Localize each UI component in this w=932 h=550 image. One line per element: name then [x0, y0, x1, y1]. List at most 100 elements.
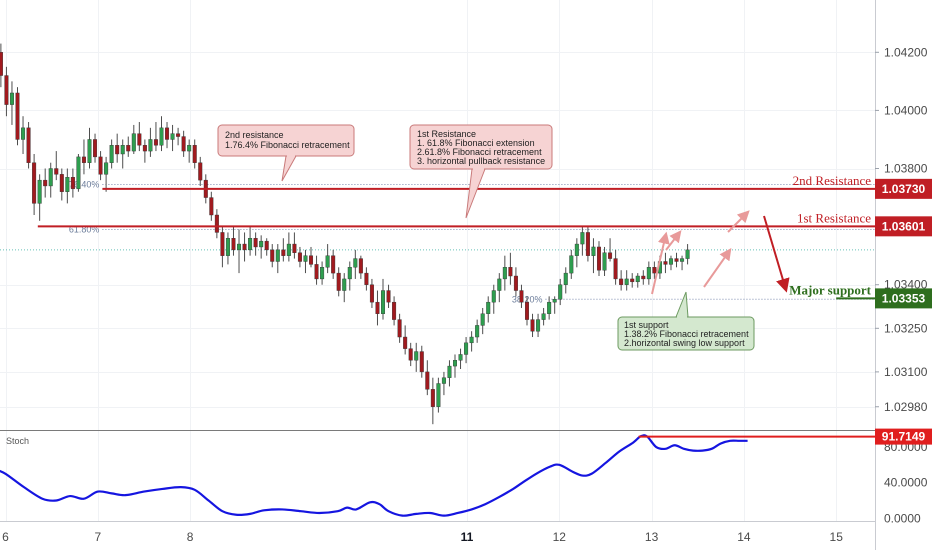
level-label: 2nd Resistance [793, 173, 872, 188]
candle-body [663, 261, 668, 265]
candle-body [170, 133, 175, 140]
candle-body [469, 336, 474, 344]
price-tick-label: 1.03400 [884, 278, 928, 292]
candle-body [0, 52, 3, 76]
candle-body [303, 255, 308, 262]
candle-body [674, 258, 679, 262]
price-tick-label: 1.04200 [884, 45, 928, 59]
candle-body [646, 267, 651, 280]
candle-body [259, 240, 264, 248]
callouts: 2nd resistance 1.76.4% Fibonacci retrace… [217, 124, 755, 351]
candle-body [502, 267, 507, 280]
stochastic-line [0, 434, 748, 517]
grid [0, 0, 875, 521]
candle-body [536, 319, 541, 332]
candle-body [364, 272, 369, 285]
callout-line: 1. 61.8% Fibonacci extension [417, 138, 535, 148]
candle-body [641, 275, 646, 280]
candle-body [552, 299, 557, 303]
candle-body [524, 301, 529, 320]
candle-body [37, 179, 42, 204]
candle-body [602, 252, 607, 271]
candle-body [231, 238, 236, 251]
candle-body [270, 249, 275, 262]
price-axis: 1.04200 1.04000 1.03800 1.03400 1.03250 1.031… [875, 45, 928, 414]
indicator-name: Stoch [6, 436, 29, 446]
level-label: 1st Resistance [797, 210, 871, 225]
candle-body [381, 290, 386, 314]
candle-body [65, 177, 70, 192]
price-tick-label: 1.03100 [884, 365, 928, 379]
candle-body [237, 243, 242, 251]
level-price-tag [875, 216, 932, 237]
fib-level-label: 61.80% [69, 225, 100, 235]
candle-body [292, 243, 297, 253]
candle-body [176, 133, 181, 137]
candle-body [87, 139, 92, 163]
price-tags: 1.03730 1.03601 1.03353 91.7149 [875, 178, 932, 445]
candle-body [32, 162, 37, 204]
level-price-tag-text: 1.03353 [882, 291, 926, 305]
callout-pointer [281, 155, 297, 182]
pattern-arrow-1 [651, 231, 670, 295]
candlestick-series [0, 43, 690, 425]
candle-body [187, 145, 192, 152]
candle-body [70, 177, 75, 190]
level-price-tag [875, 288, 932, 309]
candle-body [21, 127, 26, 140]
candle-body [109, 145, 114, 163]
callout-1st-support: 1st support 1.38.2% Fibonacci retracemen… [617, 291, 755, 351]
candle-body [104, 162, 109, 175]
candle-body [619, 278, 624, 285]
date-tick-label: 12 [553, 530, 567, 544]
candle-body [458, 354, 463, 361]
candle-body [419, 351, 424, 373]
callout-line: 2nd resistance [225, 130, 284, 140]
candle-body [558, 284, 563, 300]
level-price-tag-text: 1.03601 [882, 219, 926, 233]
date-tick-label: 7 [94, 530, 101, 544]
candle-body [15, 92, 20, 140]
candle-body [358, 258, 363, 274]
candle-body [403, 336, 408, 349]
candle-body [297, 252, 302, 262]
candle-body [48, 168, 53, 187]
callout-1st-resistance: 1st Resistance 1. 61.8% Fibonacci extens… [409, 124, 553, 219]
time-axis: 67811121314151819 [2, 530, 843, 544]
candle-body [336, 272, 341, 291]
candle-body [580, 232, 585, 245]
candle-body [630, 278, 635, 283]
candle-body [353, 258, 358, 268]
candle-body [325, 255, 330, 268]
callout-line: 3. horizontal pullback resistance [417, 156, 545, 166]
pattern-arrow-3 [703, 248, 732, 288]
candle-body [541, 313, 546, 320]
fib-level-label: 76.40% [69, 179, 100, 189]
candle-body [453, 360, 458, 367]
candle-body [131, 133, 136, 152]
candle-body [4, 75, 9, 105]
candle-body [596, 246, 601, 271]
candle-body [414, 351, 419, 361]
candle-body [225, 238, 230, 256]
stoch-value-tag-text: 91.7149 [882, 430, 926, 444]
candle-body [547, 301, 552, 314]
candle-body [613, 258, 618, 280]
candle-body [475, 325, 480, 338]
level-label: Major support [789, 282, 871, 297]
candle-body [369, 284, 374, 303]
candle-body [81, 156, 86, 163]
candle-body [275, 249, 280, 262]
price-tick-label: 1.03250 [884, 321, 928, 335]
callout-line: 1st support [624, 320, 669, 330]
candle-body [480, 313, 485, 326]
candle-body [142, 145, 147, 152]
candle-body [624, 278, 629, 285]
candle-body [9, 92, 14, 105]
candle-body [519, 290, 524, 303]
candle-body [264, 240, 269, 251]
candle-body [192, 145, 197, 163]
candle-body [574, 243, 579, 256]
